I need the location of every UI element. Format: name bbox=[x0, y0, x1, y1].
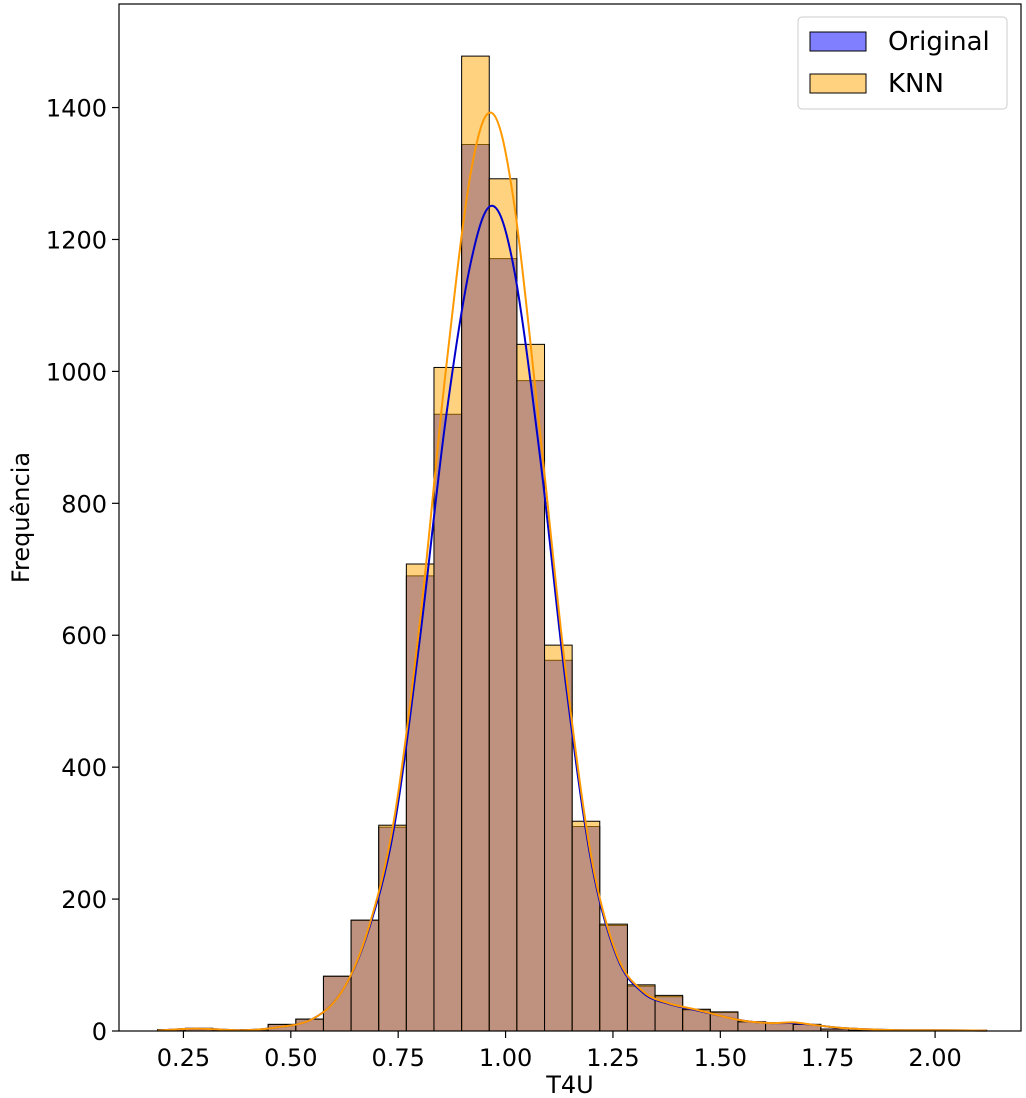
x-tick-label: 0.75 bbox=[371, 1044, 424, 1072]
knn-bar bbox=[765, 1022, 794, 1032]
legend: Original KNN bbox=[797, 16, 1008, 110]
knn-bar bbox=[626, 984, 656, 1032]
x-tick-label: 0.25 bbox=[157, 1044, 210, 1072]
knn-bar bbox=[599, 923, 628, 1032]
x-axis-title: T4U bbox=[545, 1071, 594, 1098]
knn-bar bbox=[516, 343, 546, 1032]
plot-frame bbox=[118, 3, 1022, 1032]
x-tick-label: 1.25 bbox=[586, 1044, 639, 1072]
x-tick-label: 2.00 bbox=[908, 1044, 961, 1072]
legend-label-knn: KNN bbox=[888, 69, 944, 99]
kde-curves bbox=[157, 111, 987, 1032]
x-tick-label: 1.75 bbox=[801, 1044, 854, 1072]
y-tick-label: 1400 bbox=[46, 95, 107, 123]
knn-kde-line bbox=[157, 111, 987, 1032]
y-tick-label: 0 bbox=[92, 1018, 107, 1046]
y-axis-title: Frequência bbox=[7, 452, 35, 583]
x-tick-label: 1.50 bbox=[694, 1044, 747, 1072]
knn-bar bbox=[488, 178, 518, 1032]
y-tick-label: 400 bbox=[61, 754, 107, 782]
legend-swatch-original bbox=[809, 31, 867, 52]
y-tick-label: 200 bbox=[61, 886, 107, 914]
knn-bar bbox=[378, 824, 407, 1032]
y-tick-label: 600 bbox=[61, 622, 107, 650]
y-tick-label: 1200 bbox=[46, 226, 107, 254]
y-axis: 0 200 400 600 800 1000 1200 1400 bbox=[46, 95, 119, 1046]
x-tick-label: 0.50 bbox=[264, 1044, 317, 1072]
y-tick-label: 1000 bbox=[46, 358, 107, 386]
y-tick-label: 800 bbox=[61, 490, 107, 518]
knn-bars bbox=[157, 55, 988, 1032]
x-tick-label: 1.00 bbox=[479, 1044, 532, 1072]
legend-label-original: Original bbox=[888, 27, 990, 57]
knn-bar bbox=[461, 55, 490, 1032]
knn-bar bbox=[433, 366, 463, 1032]
knn-bar bbox=[571, 820, 601, 1032]
x-axis: 0.25 0.50 0.75 1.00 1.25 1.50 1.75 2.00 bbox=[157, 1031, 962, 1072]
legend-swatch-knn bbox=[809, 73, 867, 94]
